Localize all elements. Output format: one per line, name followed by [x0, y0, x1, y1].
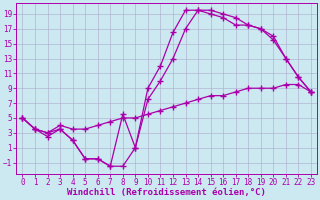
X-axis label: Windchill (Refroidissement éolien,°C): Windchill (Refroidissement éolien,°C) [67, 188, 266, 197]
